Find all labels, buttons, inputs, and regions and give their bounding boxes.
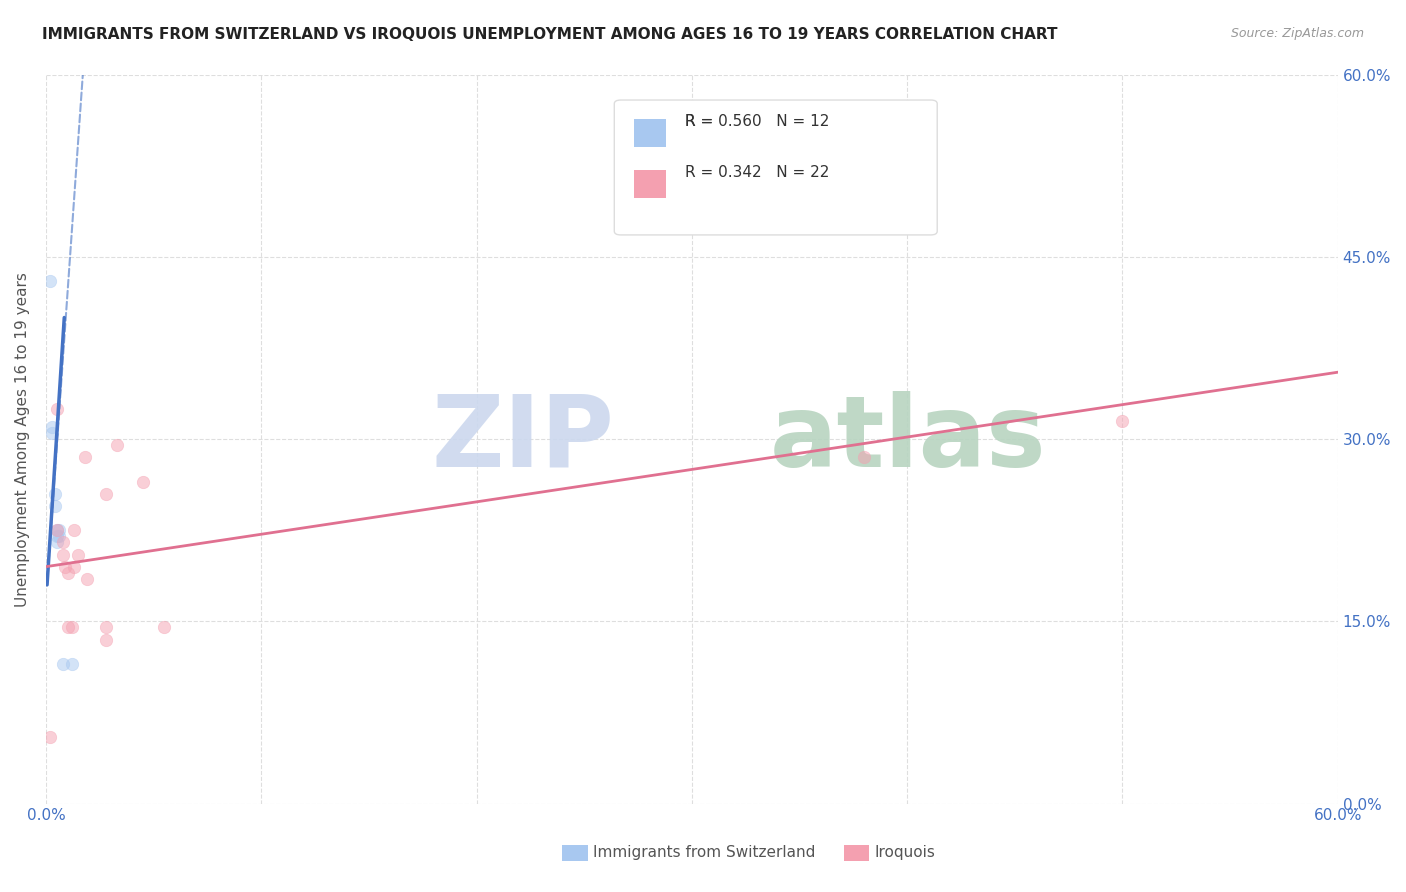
Point — [96, 487, 118, 501]
Point — [52, 535, 75, 549]
Point — [48, 529, 70, 543]
Point — [41, 425, 63, 440]
Point — [45, 523, 67, 537]
Text: Source: ZipAtlas.com: Source: ZipAtlas.com — [1230, 27, 1364, 40]
Point — [56, 620, 79, 634]
Point — [52, 548, 75, 562]
Point — [153, 620, 176, 634]
Point — [56, 566, 79, 580]
Point — [853, 450, 876, 465]
Point — [60, 657, 83, 671]
Y-axis label: Unemployment Among Ages 16 to 19 years: Unemployment Among Ages 16 to 19 years — [15, 272, 30, 607]
Point — [48, 523, 70, 537]
Point — [44, 487, 66, 501]
Point — [67, 548, 90, 562]
Point — [132, 475, 155, 489]
Point — [76, 572, 98, 586]
Bar — [634, 170, 666, 198]
Point — [63, 523, 86, 537]
Point — [39, 274, 62, 288]
Point — [60, 620, 83, 634]
Text: R =: R = — [685, 114, 718, 129]
Bar — [634, 120, 666, 147]
Text: ZIP: ZIP — [432, 391, 614, 488]
Text: Iroquois: Iroquois — [875, 846, 935, 860]
Point — [39, 730, 62, 744]
FancyBboxPatch shape — [614, 100, 938, 235]
Point — [45, 529, 67, 543]
Point — [105, 438, 128, 452]
Point — [45, 523, 67, 537]
Text: Immigrants from Switzerland: Immigrants from Switzerland — [593, 846, 815, 860]
Point — [73, 450, 96, 465]
Text: R = 0.342   N = 22: R = 0.342 N = 22 — [685, 165, 830, 180]
Point — [52, 657, 75, 671]
Text: R = 0.560   N = 12: R = 0.560 N = 12 — [685, 114, 830, 129]
Point — [53, 559, 76, 574]
Point — [96, 620, 118, 634]
Point — [1111, 414, 1133, 428]
Point — [45, 401, 67, 416]
Point — [44, 499, 66, 513]
Text: atlas: atlas — [769, 391, 1046, 488]
Text: IMMIGRANTS FROM SWITZERLAND VS IROQUOIS UNEMPLOYMENT AMONG AGES 16 TO 19 YEARS C: IMMIGRANTS FROM SWITZERLAND VS IROQUOIS … — [42, 27, 1057, 42]
Point — [63, 559, 86, 574]
Point — [41, 420, 63, 434]
Point — [45, 535, 67, 549]
Point — [96, 632, 118, 647]
